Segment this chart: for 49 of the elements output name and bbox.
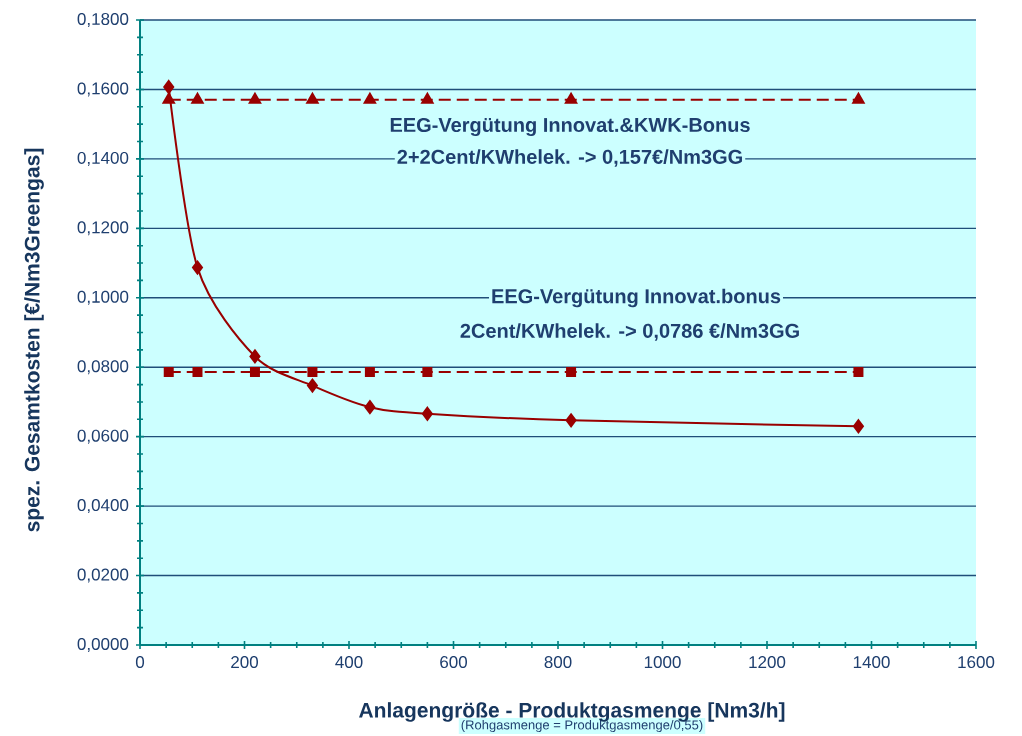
point (307, 367, 318, 378)
y-tick-label: 0,0400 (77, 499, 129, 514)
point (248, 92, 262, 104)
point (363, 92, 377, 104)
x-tick-label: 600 (440, 656, 468, 669)
point (422, 367, 433, 378)
y-tick-label: 0,1200 (77, 221, 129, 236)
x-tick-label: 200 (231, 656, 259, 669)
point (566, 367, 577, 378)
point (162, 92, 175, 104)
point (852, 92, 865, 104)
x-tick-label: 1400 (853, 656, 890, 669)
point (364, 367, 375, 378)
y-tick-label: 0,1400 (77, 151, 129, 166)
y-tick-label: 0,0800 (77, 360, 129, 375)
x-tick-label: 0 (135, 656, 145, 669)
annotation: 2Cent/KWhelek. -> 0,0786 €/Nm3GG (460, 323, 799, 341)
y-tick-label: 0,0200 (77, 568, 129, 583)
point (565, 413, 577, 428)
y-axis-title: spez. Gesamtkosten [€/Nm3Greengas] (24, 148, 44, 532)
point (192, 367, 203, 378)
point (364, 400, 376, 415)
x-axis-title: Anlagengröße - Produktgasmenge [Nm3/h] (359, 702, 785, 722)
x-tick-label: 1000 (644, 656, 681, 669)
x-tick-label: 800 (544, 656, 572, 669)
point (191, 92, 204, 104)
y-tick-label: 0,0600 (77, 429, 129, 444)
point (249, 367, 260, 378)
y-tick-label: 0,0000 (77, 637, 129, 653)
annotation: EEG-Vergütung Innovat.&KWK-Bonus (390, 117, 750, 137)
point (564, 92, 578, 104)
point (191, 260, 203, 275)
annotation: EEG-Vergütung Innovat.bonus (492, 288, 781, 308)
point (421, 406, 433, 421)
x-tick-label: 1200 (749, 656, 786, 669)
y-tick-label: 0,1600 (77, 82, 129, 97)
point (306, 92, 319, 104)
y-tick-label: 0,1800 (77, 12, 129, 28)
point (306, 378, 318, 393)
text: (Rohgasmenge = Produktgasmenge/0,55) (461, 719, 703, 733)
x-tick-label: 400 (335, 656, 363, 669)
point (163, 367, 174, 378)
point (853, 367, 864, 378)
y-tick-label: 0,1000 (77, 290, 129, 305)
point (421, 92, 434, 104)
x-tick-label: 1600 (958, 656, 995, 669)
annotation: 2+2Cent/KWhelek. -> 0,157€/Nm3GG (397, 149, 742, 167)
point (249, 349, 261, 364)
point (852, 419, 864, 434)
